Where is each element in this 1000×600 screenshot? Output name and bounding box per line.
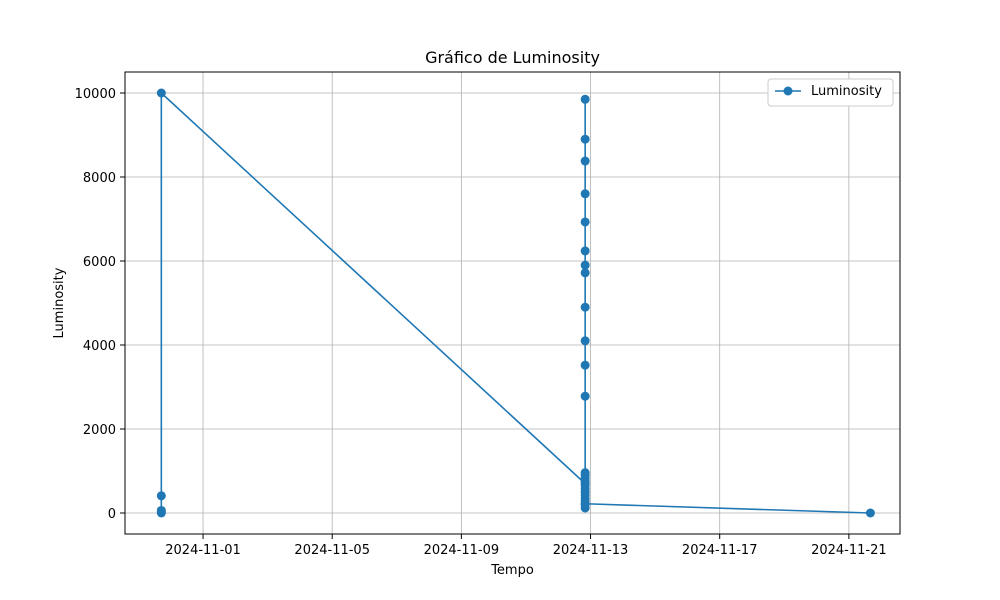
data-point: [580, 268, 590, 278]
legend: Luminosity: [767, 78, 894, 107]
data-point: [580, 246, 590, 256]
data-point: [580, 134, 590, 144]
data-point: [580, 189, 590, 199]
legend-label: Luminosity: [811, 84, 882, 99]
data-point: [580, 360, 590, 370]
y-tick-label: 8000: [83, 171, 116, 186]
x-axis-label: Tempo: [490, 563, 534, 578]
y-tick-label: 4000: [83, 339, 116, 354]
x-tick-label: 2024-11-21: [811, 543, 887, 558]
y-tick-label: 0: [108, 507, 116, 522]
legend-marker-sample: [783, 86, 793, 96]
plot-frame: [124, 71, 901, 535]
data-point: [580, 260, 590, 270]
data-point: [580, 302, 590, 312]
y-axis-ticks: 0 2000 4000 6000 8000 10000: [75, 87, 125, 522]
data-point: [156, 491, 166, 501]
x-tick-label: 2024-11-13: [553, 543, 629, 558]
data-point: [580, 336, 590, 346]
x-axis-ticks: 2024-11-01 2024-11-05 2024-11-09 2024-11-13…: [165, 534, 887, 558]
x-tick-label: 2024-11-01: [165, 543, 241, 558]
chart-title: Gráfico de Luminosity: [425, 48, 600, 67]
data-point: [580, 391, 590, 401]
y-axis-label: Luminosity: [52, 267, 67, 338]
series-line-layer: [160, 92, 871, 514]
data-point: [580, 468, 590, 478]
legend-box: [767, 78, 894, 107]
data-point: [580, 94, 590, 104]
data-point: [156, 88, 166, 98]
grid-lines: [125, 72, 900, 534]
series-points-layer: [156, 88, 875, 518]
x-tick-label: 2024-11-17: [682, 543, 758, 558]
y-tick-label: 10000: [75, 87, 116, 102]
data-point: [156, 505, 166, 515]
series-line: [160, 92, 871, 514]
y-tick-label: 2000: [83, 423, 116, 438]
data-point: [580, 217, 590, 227]
x-tick-label: 2024-11-09: [424, 543, 500, 558]
data-point: [580, 499, 590, 509]
x-tick-label: 2024-11-05: [294, 543, 370, 558]
data-point: [580, 156, 590, 166]
data-point: [865, 508, 875, 518]
y-tick-label: 6000: [83, 255, 116, 270]
